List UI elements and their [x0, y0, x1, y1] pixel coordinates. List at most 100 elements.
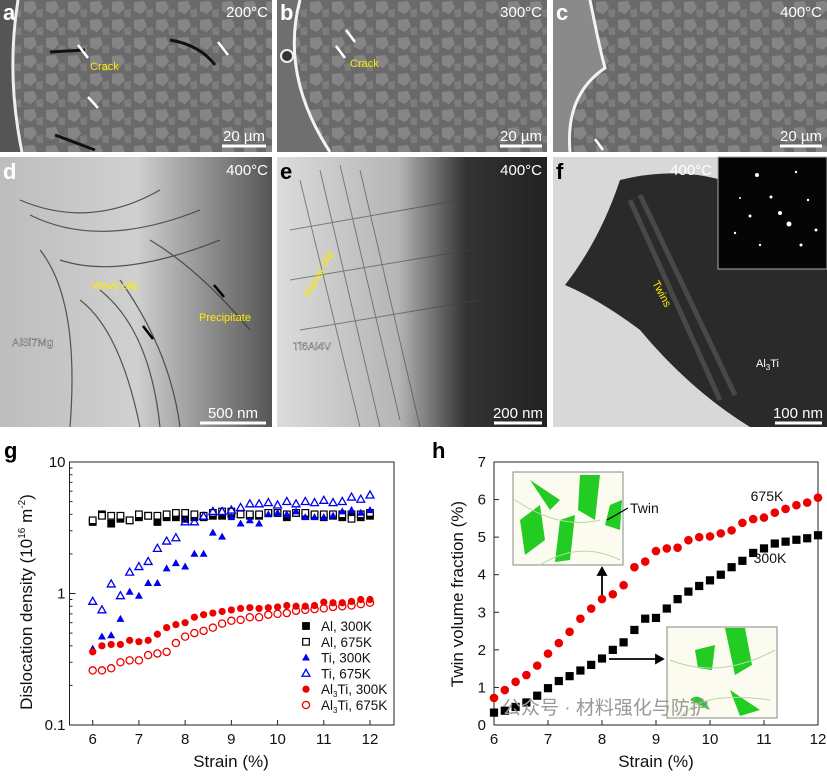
data-point	[171, 559, 180, 567]
data-point	[264, 610, 273, 619]
data-point	[106, 578, 117, 588]
x-tick-label: 10	[269, 731, 286, 748]
data-point	[244, 498, 255, 508]
data-point	[161, 535, 172, 545]
data-point	[255, 510, 263, 519]
data-point	[107, 519, 116, 528]
data-point	[153, 578, 162, 586]
data-point	[554, 638, 564, 648]
data-point	[738, 556, 747, 565]
data-point	[587, 660, 596, 669]
panel-letter: c	[556, 0, 568, 25]
y-tick-label: 10	[49, 454, 66, 471]
data-point	[144, 511, 153, 520]
legend-label: Ti, 300K	[321, 651, 371, 666]
data-point	[748, 514, 758, 524]
data-point	[310, 604, 319, 614]
data-point	[338, 601, 347, 611]
x-tick-label: 10	[702, 731, 719, 748]
data-point	[781, 504, 790, 514]
data-point	[115, 590, 126, 600]
data-point	[218, 607, 226, 616]
data-point	[318, 494, 329, 504]
data-point	[245, 516, 254, 524]
temperature-label: 400°C	[226, 162, 268, 179]
data-point	[125, 656, 134, 665]
data-point	[366, 506, 374, 514]
data-point	[292, 507, 301, 515]
data-point	[695, 581, 704, 591]
data-point	[522, 670, 531, 680]
data-point	[727, 526, 736, 535]
panel-letter: b	[280, 0, 293, 25]
data-point	[171, 509, 180, 517]
y-tick-label: 2	[478, 642, 486, 659]
data-point	[116, 614, 125, 622]
data-point	[500, 706, 509, 715]
y-axis-label: Twin volume fraction (%)	[448, 501, 467, 687]
data-point	[88, 516, 97, 525]
data-point	[640, 557, 650, 566]
data-point	[255, 519, 264, 527]
data-point	[236, 519, 245, 527]
data-point	[576, 666, 585, 675]
data-point	[207, 506, 218, 516]
data-point	[511, 677, 520, 687]
panel-letter: a	[3, 0, 16, 25]
data-point	[273, 508, 282, 516]
data-point	[792, 500, 801, 510]
data-point	[96, 604, 108, 614]
data-point	[597, 654, 607, 663]
legend-marker	[300, 667, 312, 677]
data-point	[781, 537, 790, 546]
data-point	[126, 636, 134, 644]
data-point	[163, 624, 171, 632]
data-point	[489, 708, 499, 717]
data-point	[180, 632, 190, 641]
data-point	[597, 594, 607, 604]
data-point	[254, 612, 264, 622]
legend-label: Al, 300K	[321, 619, 372, 634]
legend-marker	[302, 685, 310, 693]
data-point	[143, 556, 154, 566]
data-point	[651, 613, 661, 623]
data-point	[236, 510, 245, 519]
data-point	[554, 676, 563, 686]
data-point	[134, 656, 144, 665]
data-point	[255, 604, 263, 613]
data-point	[180, 516, 191, 526]
material-label: Al3Ti	[756, 358, 779, 372]
data-point	[586, 604, 596, 613]
arrow-icon	[335, 29, 356, 59]
y-tick-label: 3	[478, 604, 486, 621]
data-point	[532, 661, 542, 670]
crack-line	[49, 38, 217, 152]
diffraction-pattern-inset	[717, 156, 827, 270]
data-point	[217, 619, 227, 628]
twin-pointer-line	[606, 507, 629, 521]
data-point	[759, 544, 769, 553]
data-point	[301, 513, 310, 521]
data-point	[355, 493, 366, 503]
data-point	[98, 511, 106, 520]
data-point	[619, 638, 628, 647]
precipitate-label: Precipitate	[199, 312, 251, 324]
data-point	[489, 693, 499, 703]
y-tick-label: 6	[478, 492, 486, 509]
data-point	[347, 601, 356, 610]
material-label: Ti6Al4V	[293, 341, 332, 353]
data-point	[134, 591, 143, 599]
x-tick-label: 9	[227, 731, 235, 748]
series-ti-300k	[88, 506, 374, 652]
data-point	[116, 658, 125, 667]
panel-c-sem-image: c 400°C 20 µm	[553, 0, 827, 153]
data-point	[97, 666, 107, 675]
data-point	[162, 647, 171, 657]
data-point	[319, 513, 328, 521]
wavy-slip-label: Wavy slip	[92, 280, 139, 292]
data-point	[802, 498, 812, 507]
data-point	[576, 614, 585, 623]
data-point	[264, 510, 273, 518]
data-point	[282, 510, 291, 518]
